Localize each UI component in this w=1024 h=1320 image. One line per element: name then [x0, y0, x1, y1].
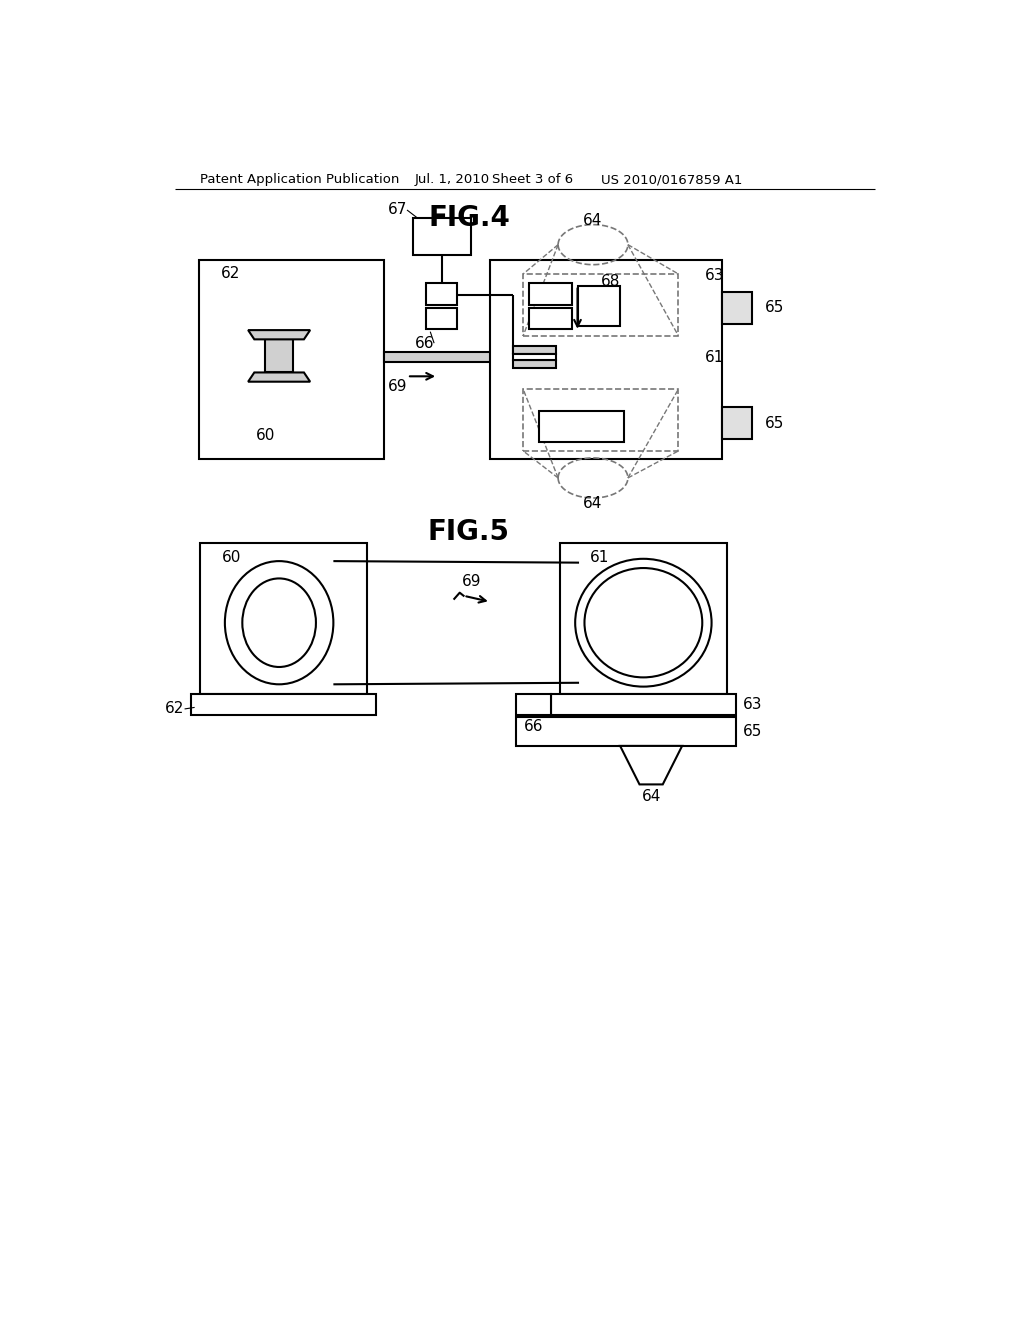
Bar — [200, 544, 367, 693]
Bar — [523, 389, 678, 451]
Bar — [529, 284, 572, 305]
Text: 62: 62 — [165, 701, 184, 717]
Text: 69: 69 — [462, 574, 481, 590]
Bar — [560, 544, 727, 693]
Text: US 2010/0167859 A1: US 2010/0167859 A1 — [601, 173, 742, 186]
Bar — [722, 292, 752, 323]
Text: 60: 60 — [256, 428, 275, 444]
Bar — [384, 351, 519, 363]
Bar — [523, 275, 678, 335]
Bar — [539, 411, 624, 442]
Text: 61: 61 — [590, 549, 609, 565]
Bar — [513, 360, 556, 368]
Text: 67: 67 — [388, 202, 407, 218]
Bar — [529, 308, 572, 330]
Polygon shape — [621, 746, 682, 784]
Text: 64: 64 — [584, 496, 603, 511]
Bar — [516, 717, 736, 746]
Bar — [426, 284, 458, 305]
Text: 65: 65 — [742, 723, 762, 739]
Bar — [414, 218, 471, 255]
Text: 65: 65 — [765, 416, 784, 430]
Polygon shape — [248, 372, 310, 381]
Text: 66: 66 — [524, 719, 544, 734]
Text: 66: 66 — [415, 335, 434, 351]
Bar — [426, 308, 458, 330]
Text: Sheet 3 of 6: Sheet 3 of 6 — [493, 173, 573, 186]
Bar — [200, 260, 384, 459]
Ellipse shape — [575, 558, 712, 686]
Bar — [551, 693, 736, 715]
Text: 63: 63 — [742, 697, 762, 711]
Text: 64: 64 — [641, 789, 660, 804]
Text: FIG.5: FIG.5 — [428, 517, 510, 546]
Bar — [190, 693, 376, 715]
Bar — [513, 346, 556, 354]
Text: FIG.4: FIG.4 — [428, 205, 510, 232]
Text: 69: 69 — [388, 379, 408, 393]
Text: 62: 62 — [221, 267, 241, 281]
Bar — [513, 354, 556, 360]
Bar — [578, 286, 621, 326]
Polygon shape — [248, 330, 310, 339]
Ellipse shape — [225, 561, 334, 684]
Text: 64: 64 — [584, 213, 603, 227]
Bar — [722, 407, 752, 440]
Text: 61: 61 — [705, 350, 724, 364]
Text: 68: 68 — [601, 275, 621, 289]
Ellipse shape — [243, 578, 316, 667]
Text: 63: 63 — [706, 268, 725, 282]
Text: Jul. 1, 2010: Jul. 1, 2010 — [415, 173, 489, 186]
Text: Patent Application Publication: Patent Application Publication — [200, 173, 399, 186]
Text: 65: 65 — [765, 300, 784, 315]
Bar — [516, 693, 551, 715]
Bar — [265, 339, 293, 372]
Text: 60: 60 — [221, 549, 241, 565]
Ellipse shape — [585, 568, 702, 677]
Bar — [489, 260, 722, 459]
